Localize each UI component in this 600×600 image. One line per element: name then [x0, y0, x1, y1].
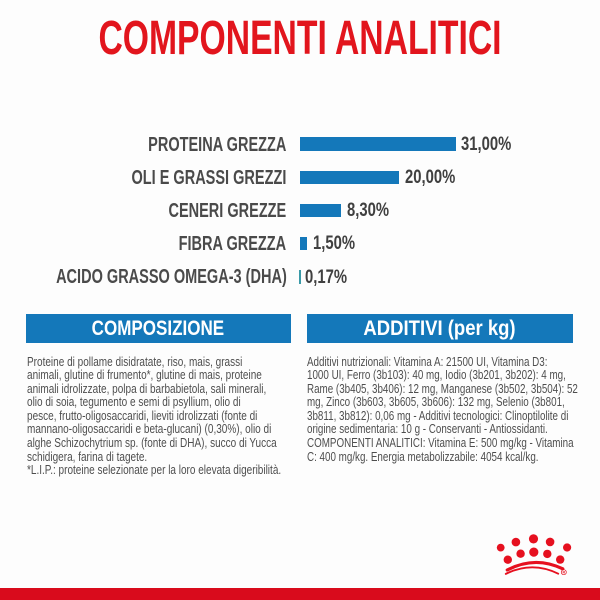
svg-text:R: R — [562, 571, 565, 575]
